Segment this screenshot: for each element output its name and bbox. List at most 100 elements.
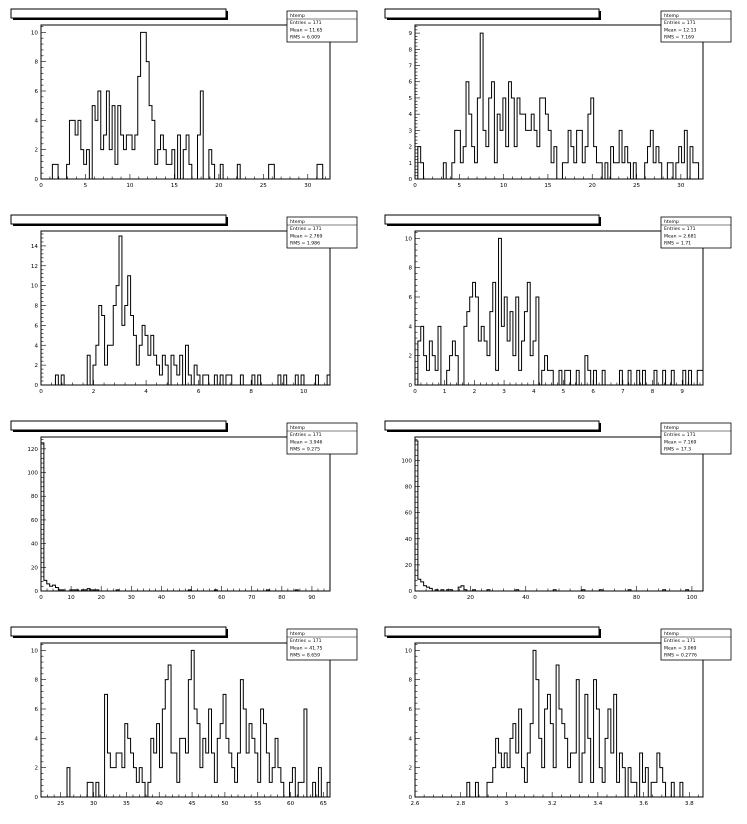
y-tick-label: 0 xyxy=(408,795,412,801)
x-tick-label: 3 xyxy=(502,389,506,395)
x-tick-label: 2 xyxy=(473,389,477,395)
histogram-bars xyxy=(41,235,331,386)
y-tick-label: 0 xyxy=(408,383,412,389)
stats-mean: Mean = 2.681 xyxy=(664,233,697,239)
stats-box-frame xyxy=(286,422,358,455)
stats-box-frame xyxy=(660,628,732,661)
x-tick-label: 60 xyxy=(578,595,586,601)
y-tick-label: 0 xyxy=(34,177,38,183)
y-tick-label: 4 xyxy=(408,324,412,330)
x-tick-label: 30 xyxy=(304,183,312,189)
histogram-bars xyxy=(41,31,329,180)
x-tick-label: 2.8 xyxy=(456,801,465,807)
stats-name: htemp xyxy=(664,13,679,19)
y-tick-label: 2 xyxy=(34,766,38,772)
title-box xyxy=(384,626,600,637)
x-tick-label: 25 xyxy=(57,801,65,807)
y-tick-label: 80 xyxy=(31,494,39,500)
plot-frame xyxy=(40,436,331,592)
y-tick-label: 2 xyxy=(34,363,38,369)
y-tick-label: 7 xyxy=(408,64,412,70)
x-tick-label: 7 xyxy=(621,389,625,395)
stats-mean: Mean = 2.769 xyxy=(290,233,323,239)
x-tick-label: 45 xyxy=(189,801,197,807)
y-tick-label: 0 xyxy=(408,177,412,183)
title-box xyxy=(10,214,227,225)
x-tick-label: 3.4 xyxy=(593,801,602,807)
x-tick-label: 3.8 xyxy=(685,801,694,807)
y-tick-label: 6 xyxy=(34,323,38,329)
title-box xyxy=(384,214,600,225)
stats-entries: Entries = 171 xyxy=(664,20,696,26)
stats-rms: RMS = 0.2776 xyxy=(664,653,697,659)
plot-frame xyxy=(40,24,331,180)
y-tick-label: 10 xyxy=(31,30,39,36)
x-tick-label: 20 xyxy=(215,183,223,189)
stats-mean: Mean = 3.946 xyxy=(290,439,323,445)
stats-box-frame xyxy=(660,422,732,455)
y-tick-label: 8 xyxy=(408,266,412,272)
y-tick-label: 2 xyxy=(34,148,38,154)
histogram-bars xyxy=(41,649,331,798)
stats-name: htemp xyxy=(290,219,305,225)
y-tick-label: 0 xyxy=(34,383,38,389)
y-tick-label: 8 xyxy=(408,678,412,684)
y-tick-label: 100 xyxy=(27,471,38,477)
stats-mean: Mean = 3.069 xyxy=(664,645,697,651)
histogram-bars xyxy=(414,440,703,592)
x-tick-label: 90 xyxy=(308,595,316,601)
stats-name: htemp xyxy=(664,219,679,225)
histogram-bars xyxy=(415,649,703,798)
x-tick-label: 20 xyxy=(589,183,597,189)
y-tick-label: 2 xyxy=(408,354,412,360)
plot-frame xyxy=(414,436,704,592)
x-tick-label: 3 xyxy=(505,801,509,807)
x-tick-label: 0 xyxy=(413,595,417,601)
y-tick-label: 20 xyxy=(31,565,39,571)
x-tick-label: 65 xyxy=(320,801,328,807)
x-tick-label: 1 xyxy=(443,389,447,395)
stats-mean: Mean = 7.169 xyxy=(664,439,697,445)
x-tick-label: 4 xyxy=(144,389,148,395)
y-tick-label: 1 xyxy=(408,161,412,167)
x-tick-label: 60 xyxy=(287,801,295,807)
x-tick-label: 50 xyxy=(221,801,229,807)
x-tick-label: 50 xyxy=(188,595,196,601)
plot-frame xyxy=(414,642,704,798)
y-tick-label: 3 xyxy=(408,128,412,134)
x-tick-label: 2 xyxy=(92,389,96,395)
x-tick-label: 40 xyxy=(156,801,164,807)
y-tick-label: 100 xyxy=(401,458,412,464)
y-tick-label: 10 xyxy=(405,648,413,654)
y-tick-label: 4 xyxy=(408,112,412,118)
stats-mean: Mean = 41.75 xyxy=(290,645,323,651)
x-tick-label: 2.6 xyxy=(411,801,420,807)
x-tick-label: 5 xyxy=(458,183,462,189)
y-tick-label: 80 xyxy=(405,485,413,491)
y-tick-label: 60 xyxy=(405,511,413,517)
x-tick-label: 0 xyxy=(39,389,43,395)
x-tick-label: 40 xyxy=(158,595,166,601)
y-tick-label: 14 xyxy=(31,244,39,250)
stats-box-frame xyxy=(660,10,732,43)
histogram-bars xyxy=(40,442,330,592)
stats-box-frame xyxy=(660,216,732,249)
histogram-panel-5: 0 10 20 30 40 50 60 70 80 90 0 20 40 60 80 100 120 htempE… xyxy=(10,420,358,601)
y-tick-label: 6 xyxy=(408,295,412,301)
x-tick-label: 0 xyxy=(39,183,43,189)
stats-entries: Entries = 171 xyxy=(664,432,696,438)
stats-entries: Entries = 171 xyxy=(290,20,322,26)
x-tick-label: 100 xyxy=(687,595,698,601)
x-tick-label: 25 xyxy=(633,183,641,189)
y-tick-label: 0 xyxy=(408,589,412,595)
stats-rms: RMS = 7.169 xyxy=(664,35,694,41)
stats-name: htemp xyxy=(664,631,679,637)
x-tick-label: 6 xyxy=(197,389,201,395)
